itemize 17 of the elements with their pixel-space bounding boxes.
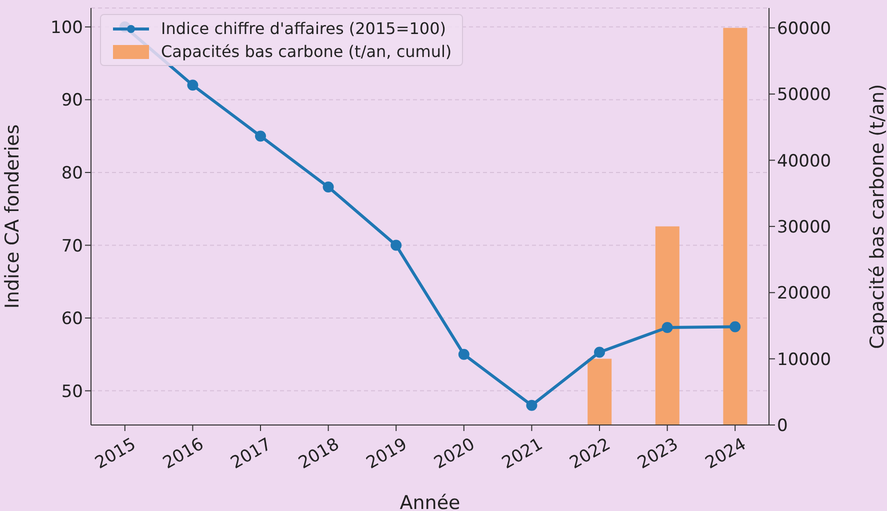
y2-tick-label: 50000 xyxy=(777,85,832,106)
y-axis-title: Indice CA fonderies xyxy=(2,124,24,309)
x-axis-title: Année xyxy=(400,492,460,511)
y2-tick-label: 30000 xyxy=(777,217,832,238)
y-tick-label: 100 xyxy=(50,18,83,38)
y-tick-label: 80 xyxy=(61,164,83,184)
y-tick-label: 90 xyxy=(61,90,83,111)
y2-tick-label: 40000 xyxy=(777,151,832,172)
y2-tick-label: 60000 xyxy=(777,18,832,39)
legend-label: Capacités bas carbone (t/an, cumul) xyxy=(161,42,452,61)
y2-tick-label: 0 xyxy=(777,416,788,436)
legend-label: Indice chiffre d'affaires (2015=100) xyxy=(161,19,446,38)
y2-tick-label: 10000 xyxy=(777,350,832,370)
y-tick-label: 70 xyxy=(61,236,83,256)
y-tick-label: 50 xyxy=(61,382,83,402)
y-tick-label: 60 xyxy=(61,309,83,330)
y2-tick-label: 20000 xyxy=(777,284,832,304)
